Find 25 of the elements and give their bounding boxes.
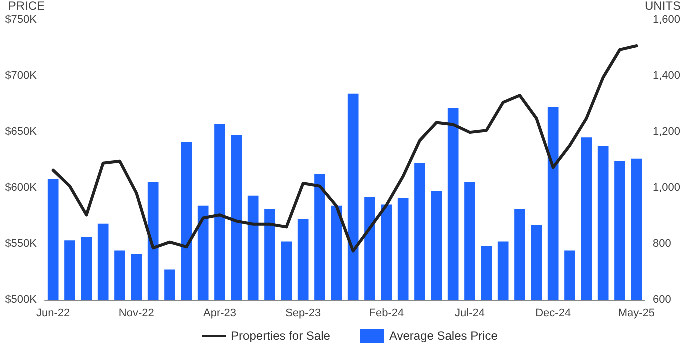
y-tick-label: $600K bbox=[5, 182, 38, 194]
x-tick-label: May-25 bbox=[618, 308, 656, 320]
y-tick-label: $550K bbox=[5, 238, 38, 250]
y-tick-label: $500K bbox=[5, 294, 38, 306]
y2-tick-label: 1,400 bbox=[653, 70, 681, 82]
x-tick-label: Jul-24 bbox=[455, 308, 485, 320]
x-tick-label: Feb-24 bbox=[369, 308, 404, 320]
y2-tick-label: 1,000 bbox=[653, 182, 681, 194]
x-tick-label: Dec-24 bbox=[536, 308, 572, 320]
y2-tick-label: 800 bbox=[653, 238, 672, 250]
x-tick-label: Sep-23 bbox=[286, 308, 322, 320]
line-series bbox=[52, 44, 638, 253]
y-tick-label: $750K bbox=[5, 14, 38, 26]
y-tick-label: $650K bbox=[5, 126, 38, 138]
y2-tick-label: 600 bbox=[653, 294, 672, 306]
x-tick-label: Apr-23 bbox=[203, 308, 237, 320]
y2-tick-label: 1,200 bbox=[653, 126, 681, 138]
y-tick-label: $700K bbox=[5, 70, 38, 82]
x-tick-label: Jun-22 bbox=[36, 308, 70, 320]
legend-label: Properties for Sale bbox=[231, 329, 331, 343]
y2-axis-title: UNITS bbox=[645, 0, 681, 13]
legend-label: Average Sales Price bbox=[389, 329, 498, 343]
x-tick-label: Nov-22 bbox=[118, 308, 154, 320]
y2-tick-label: 1,600 bbox=[653, 14, 681, 26]
y-axis-title: PRICE bbox=[8, 0, 45, 13]
